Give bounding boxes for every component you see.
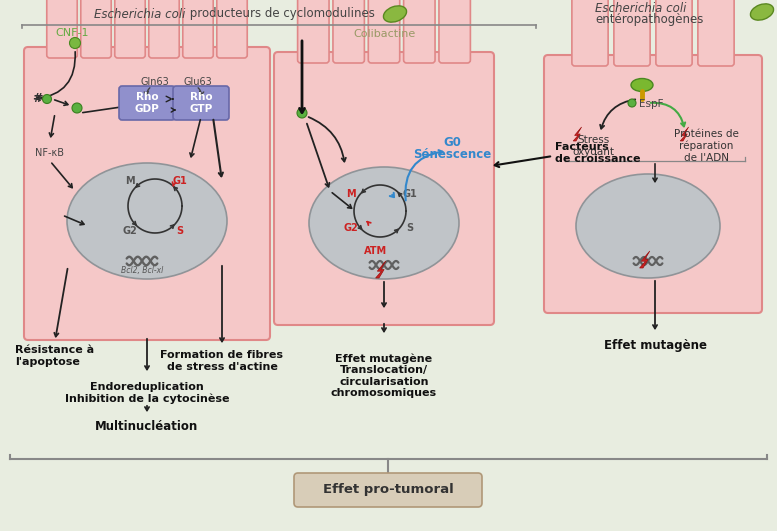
Text: Colibactine: Colibactine bbox=[353, 29, 415, 39]
FancyBboxPatch shape bbox=[572, 0, 608, 66]
FancyBboxPatch shape bbox=[183, 0, 213, 58]
FancyBboxPatch shape bbox=[614, 0, 650, 66]
Ellipse shape bbox=[631, 79, 653, 91]
Text: G0: G0 bbox=[443, 136, 461, 150]
Text: Multinucléation: Multinucléation bbox=[96, 419, 199, 433]
Circle shape bbox=[628, 99, 636, 107]
Text: G2: G2 bbox=[343, 223, 358, 233]
Ellipse shape bbox=[751, 4, 774, 20]
Text: Escherichia coli: Escherichia coli bbox=[93, 7, 185, 21]
Text: Rho
GTP: Rho GTP bbox=[190, 92, 213, 114]
Text: producteurs de cyclomodulines: producteurs de cyclomodulines bbox=[186, 7, 375, 21]
FancyBboxPatch shape bbox=[173, 86, 229, 120]
FancyBboxPatch shape bbox=[656, 0, 692, 66]
Circle shape bbox=[69, 38, 81, 48]
Circle shape bbox=[297, 108, 307, 118]
Text: Bcl2, Bcl-xl: Bcl2, Bcl-xl bbox=[121, 267, 163, 276]
Text: Protéines de
réparation
de l'ADN: Protéines de réparation de l'ADN bbox=[674, 129, 738, 163]
FancyBboxPatch shape bbox=[698, 0, 734, 66]
FancyBboxPatch shape bbox=[333, 0, 364, 63]
FancyBboxPatch shape bbox=[298, 0, 329, 63]
Text: CNF-1: CNF-1 bbox=[55, 28, 89, 38]
Text: M: M bbox=[125, 176, 135, 186]
Text: Gln63: Gln63 bbox=[141, 77, 169, 87]
Text: Effet mutagène: Effet mutagène bbox=[604, 338, 706, 352]
FancyBboxPatch shape bbox=[294, 473, 482, 507]
FancyBboxPatch shape bbox=[47, 0, 77, 58]
Text: G1: G1 bbox=[172, 176, 187, 186]
Text: S: S bbox=[406, 223, 413, 233]
FancyBboxPatch shape bbox=[274, 52, 494, 325]
Text: EspF: EspF bbox=[639, 99, 664, 109]
Text: G1: G1 bbox=[402, 189, 416, 199]
Text: Effet mutagène
Translocation/
circularisation
chromosomiques: Effet mutagène Translocation/ circularis… bbox=[331, 353, 437, 398]
Polygon shape bbox=[573, 127, 582, 141]
Text: Facteurs
de croissance: Facteurs de croissance bbox=[555, 142, 640, 164]
Circle shape bbox=[43, 95, 51, 104]
Polygon shape bbox=[680, 127, 688, 141]
Text: Stress
oxydant: Stress oxydant bbox=[572, 135, 614, 157]
FancyBboxPatch shape bbox=[439, 0, 470, 63]
Polygon shape bbox=[639, 251, 650, 268]
Text: Escherichia coli: Escherichia coli bbox=[595, 3, 686, 15]
FancyBboxPatch shape bbox=[24, 47, 270, 340]
Text: Glu63: Glu63 bbox=[183, 77, 212, 87]
Text: NF-κB: NF-κB bbox=[36, 148, 64, 158]
Text: M: M bbox=[346, 189, 355, 199]
Text: Résistance à
l'apoptose: Résistance à l'apoptose bbox=[16, 345, 95, 367]
FancyBboxPatch shape bbox=[368, 0, 399, 63]
Text: Sénescence: Sénescence bbox=[413, 148, 491, 160]
Text: Formation de fibres
de stress d'actine: Formation de fibres de stress d'actine bbox=[161, 350, 284, 372]
Text: Rho
GDP: Rho GDP bbox=[134, 92, 159, 114]
FancyBboxPatch shape bbox=[544, 55, 762, 313]
Text: Endoreduplication
Inhibition de la cytocinèse: Endoreduplication Inhibition de la cytoc… bbox=[64, 382, 229, 404]
Text: entéropathogènes: entéropathogènes bbox=[595, 13, 703, 27]
Polygon shape bbox=[375, 261, 386, 278]
FancyBboxPatch shape bbox=[217, 0, 247, 58]
Ellipse shape bbox=[67, 163, 227, 279]
Text: ATM: ATM bbox=[364, 246, 388, 256]
FancyBboxPatch shape bbox=[81, 0, 111, 58]
FancyBboxPatch shape bbox=[403, 0, 435, 63]
Text: G2: G2 bbox=[123, 226, 138, 236]
Ellipse shape bbox=[309, 167, 459, 279]
Text: Effet pro-tumoral: Effet pro-tumoral bbox=[322, 484, 453, 496]
Circle shape bbox=[72, 103, 82, 113]
Ellipse shape bbox=[576, 174, 720, 278]
FancyBboxPatch shape bbox=[119, 86, 175, 120]
FancyBboxPatch shape bbox=[148, 0, 179, 58]
FancyBboxPatch shape bbox=[115, 0, 145, 58]
Text: #: # bbox=[32, 92, 42, 106]
Ellipse shape bbox=[383, 6, 406, 22]
Text: S: S bbox=[176, 226, 183, 236]
